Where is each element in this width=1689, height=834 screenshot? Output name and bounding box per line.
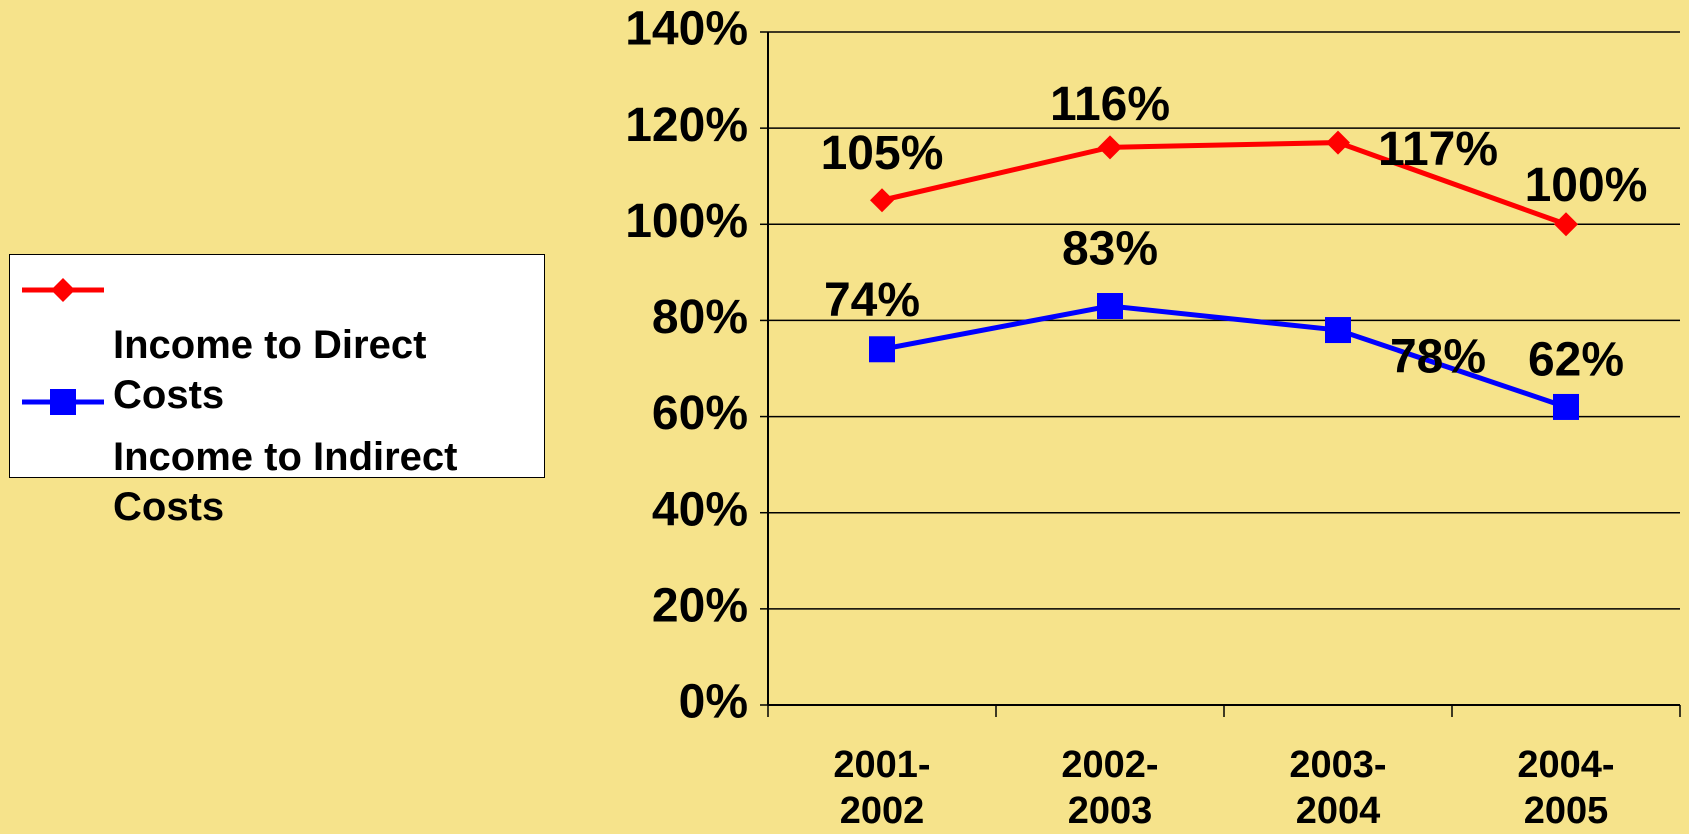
legend-icon [22,278,104,302]
legend-label: Income to Direct Costs [113,323,427,417]
data-label: 62% [1528,334,1624,387]
legend-label: Income to Indirect Costs [113,435,458,529]
legend-entry: Income to Direct Costs [10,265,540,417]
data-label: 116% [1050,78,1170,131]
data-label: 78% [1390,331,1486,384]
x-tick-label: 2001-2002 [833,744,930,832]
data-label: 117% [1378,123,1498,176]
data-label: 105% [821,127,944,180]
legend-entry: Income to Indirect Costs [10,377,540,529]
y-tick-label: 140% [625,3,748,56]
data-label: 74% [824,274,920,327]
legend-icon [22,389,104,415]
marker [1098,135,1122,160]
legend-marker [50,389,76,415]
marker [869,336,895,363]
legend: Income to Direct Costs Income to Indirect… [9,254,545,529]
x-tick-label: 2002-2003 [1061,744,1158,832]
series-line [881,303,1567,410]
legend-marker [51,278,75,302]
x-tick-label: 2003-2004 [1289,744,1386,832]
x-tick-label: 2004-2005 [1517,744,1614,832]
data-label: 100% [1525,159,1648,212]
marker [1097,293,1123,320]
y-tick-label: 120% [625,99,748,152]
y-tick-label: 0% [679,676,748,729]
marker [870,188,894,213]
y-tick-label: 20% [652,580,748,633]
data-label: 83% [1062,223,1158,276]
marker [1326,130,1350,155]
marker [1553,393,1579,420]
marker [1554,212,1578,237]
y-tick-label: 100% [625,195,748,248]
marker [1325,317,1351,344]
y-tick-label: 80% [652,291,748,344]
y-tick-label: 60% [652,387,748,440]
series-line [881,140,1567,227]
y-tick-label: 40% [652,483,748,536]
